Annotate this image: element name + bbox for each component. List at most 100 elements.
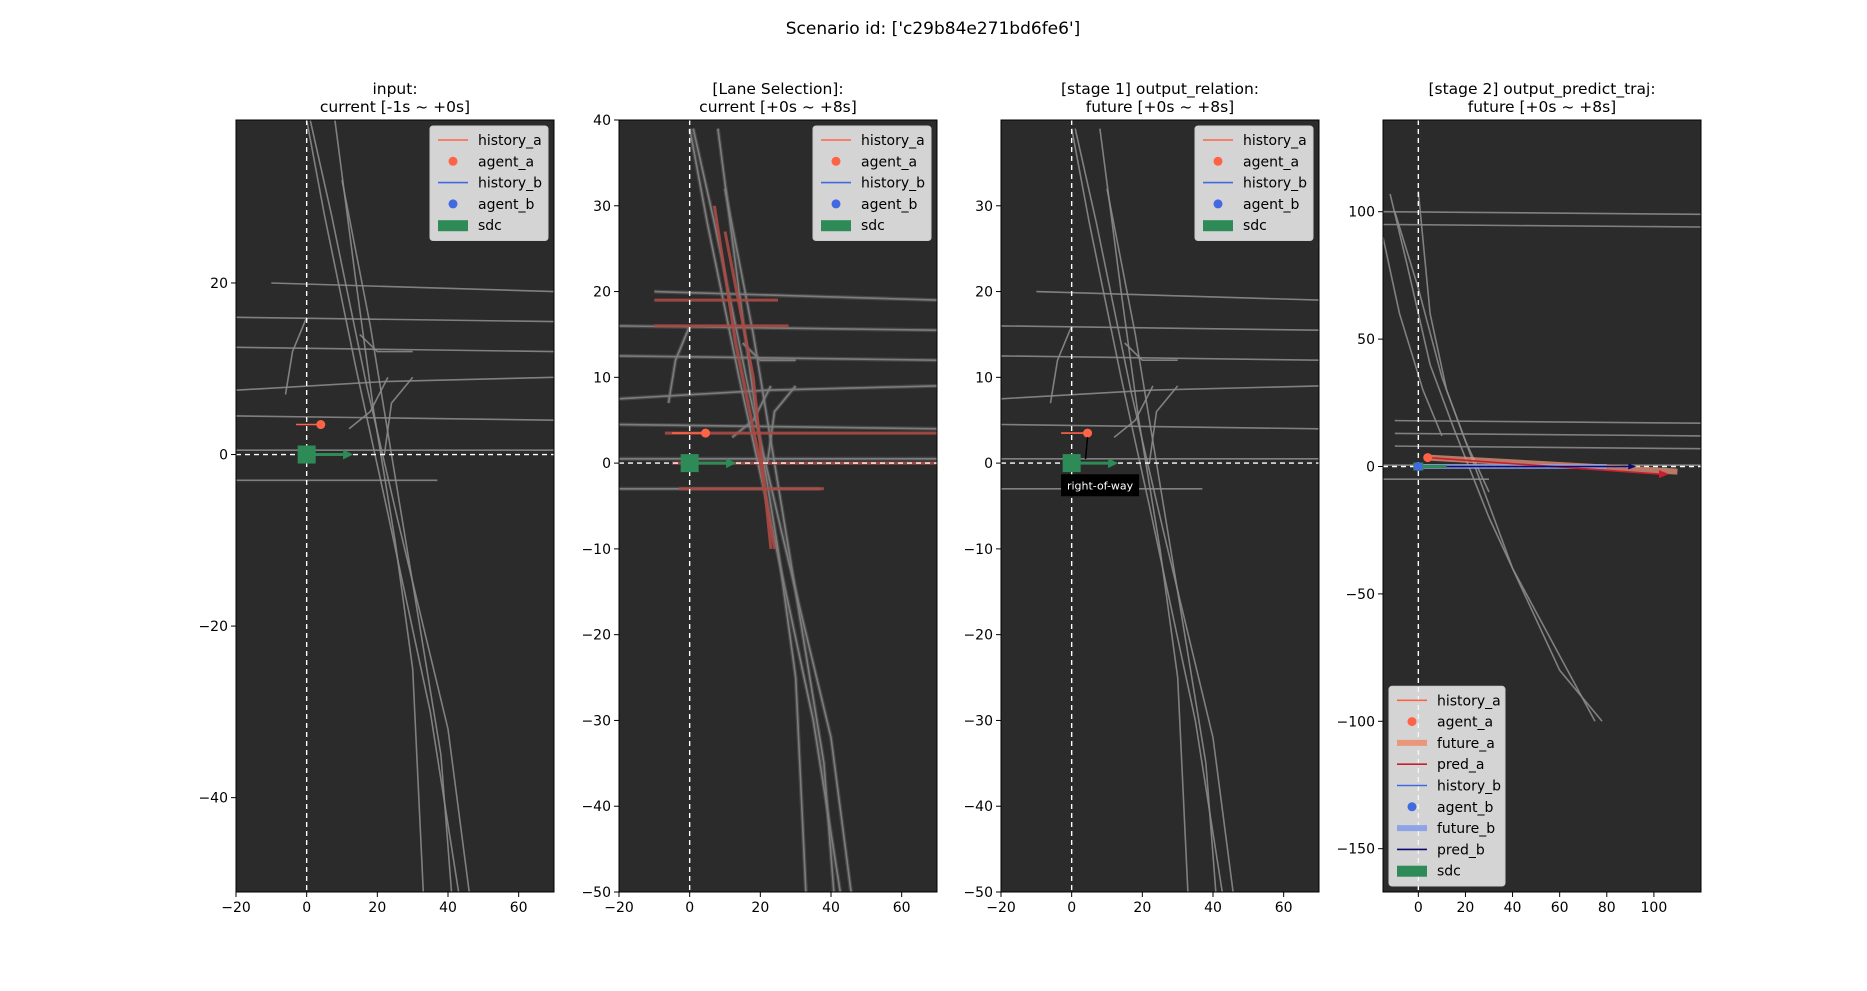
lane-line: [1124, 342, 1178, 362]
agent-a-marker: [701, 428, 711, 438]
lane-line: [334, 120, 425, 892]
lane-line: [1148, 385, 1179, 464]
lane-line: [619, 385, 937, 400]
lane-line: [348, 376, 389, 430]
legend-label: agent_a: [1243, 154, 1299, 170]
y-tick-label: −30: [963, 713, 993, 729]
agent-a-marker: [316, 420, 326, 430]
x-tick-label: 0: [1414, 900, 1423, 916]
panel-title-line2: current [-1s ~ +0s]: [320, 98, 470, 116]
legend-label: history_a: [1437, 693, 1501, 709]
x-tick-label: 40: [822, 900, 840, 916]
panel-2: −20 0 20 40 60 −50 −40 −30 −20 −10 0 10 20 30 40 [Lane …: [581, 80, 938, 916]
x-tick-label: 0: [302, 900, 311, 916]
legend-label: agent_a: [478, 154, 534, 170]
lane-line: [654, 290, 937, 301]
y-tick-label: −10: [581, 542, 611, 558]
x-tick-label: 20: [751, 900, 769, 916]
y-tick-label: −40: [963, 799, 993, 815]
lane-line: [1001, 325, 1319, 331]
sdc-marker: [680, 454, 699, 473]
plot-frame: [235, 119, 555, 893]
legend-label: history_a: [478, 133, 542, 149]
y-tick-label: 10: [975, 370, 993, 386]
lane-line-wide: [687, 128, 843, 892]
lane-line: [766, 385, 797, 464]
lane-line: [1106, 188, 1217, 892]
legend-label: sdc: [478, 218, 502, 234]
x-tick-label: 20: [1457, 900, 1475, 916]
legend-handle-rect: [1203, 220, 1233, 232]
legend-box: [429, 125, 549, 241]
legend-label: sdc: [1437, 864, 1461, 880]
y-tick-label: 50: [1357, 332, 1375, 348]
y-tick-label: −50: [963, 885, 993, 901]
y-tick-label: 0: [984, 456, 993, 472]
x-tick-label: −20: [604, 900, 634, 916]
lane-line: [1383, 237, 1443, 437]
legend-label: pred_b: [1437, 842, 1485, 858]
lane-line: [1394, 432, 1701, 437]
pred-a-arrow: [1658, 470, 1669, 479]
sdc-marker: [297, 445, 316, 464]
lane-line-wide: [654, 289, 937, 303]
lane-line-wide: [619, 422, 937, 431]
legend-label: history_b: [478, 176, 542, 192]
plot-area: [619, 120, 937, 892]
x-tick-label: 100: [1641, 900, 1668, 916]
y-tick-label: −150: [1337, 842, 1375, 858]
plot-frame: [1000, 119, 1320, 893]
sdc-heading-arrow: [343, 449, 354, 460]
sdc-heading-arrow: [726, 458, 737, 469]
legend-handle-dot: [831, 199, 841, 209]
legend-box: [1194, 125, 1314, 241]
y-tick-label: 0: [1366, 460, 1375, 476]
x-tick-label: 60: [893, 900, 911, 916]
x-tick-label: 60: [1551, 900, 1569, 916]
lane-line: [619, 423, 937, 430]
lane-line: [359, 333, 413, 353]
panel-4: 0 20 40 60 80 100 −150 −100 −50 0 50 100 [stage 2] o…: [1337, 80, 1702, 916]
y-tick-label: 40: [593, 113, 611, 129]
legend-box: [1388, 685, 1506, 887]
lane-line: [1389, 193, 1603, 722]
legend-label: history_a: [861, 133, 925, 149]
legend-label: history_b: [861, 176, 925, 192]
selected-lane: [712, 205, 776, 550]
lane-line: [271, 282, 554, 293]
panel-3: right-of-way −20 0 20 40 60 −50 −40 −30 −20 −10 0 10…: [963, 80, 1320, 916]
lane-line: [1049, 325, 1073, 404]
agent-a-marker: [1083, 428, 1093, 438]
legend-handle-rect: [1397, 865, 1427, 877]
legend-handle-dot: [831, 156, 841, 166]
legend-label: agent_a: [861, 154, 917, 170]
legend-label: pred_a: [1437, 757, 1484, 773]
legend-label: agent_b: [1243, 197, 1299, 213]
panel-title-line1: [stage 2] output_predict_traj:: [1428, 80, 1655, 99]
plot-area: [236, 120, 554, 892]
x-tick-label: 40: [1204, 900, 1222, 916]
legend-handle-dot: [1213, 156, 1223, 166]
legend-label: future_b: [1437, 821, 1495, 837]
agent-a-marker: [1423, 453, 1433, 463]
lane-line: [305, 120, 460, 892]
lane-line: [1001, 385, 1319, 400]
y-tick-label: −40: [581, 799, 611, 815]
relation-arrow: [1084, 437, 1089, 460]
legend-handle-dot: [1407, 717, 1417, 727]
lane-line: [1036, 290, 1319, 301]
lane-line: [1001, 355, 1319, 361]
lane-line-wide: [619, 383, 937, 401]
x-tick-label: 80: [1598, 900, 1616, 916]
legend-label: history_a: [1243, 133, 1307, 149]
legend-handle-rect: [821, 220, 851, 232]
lane-line: [1394, 445, 1701, 450]
plot-frame: [618, 119, 938, 893]
plot-frame: [1382, 119, 1702, 893]
panel-title-line2: current [+0s ~ +8s]: [699, 98, 857, 116]
panel-title-line1: input:: [372, 80, 417, 98]
legend-handle-dot: [448, 199, 458, 209]
